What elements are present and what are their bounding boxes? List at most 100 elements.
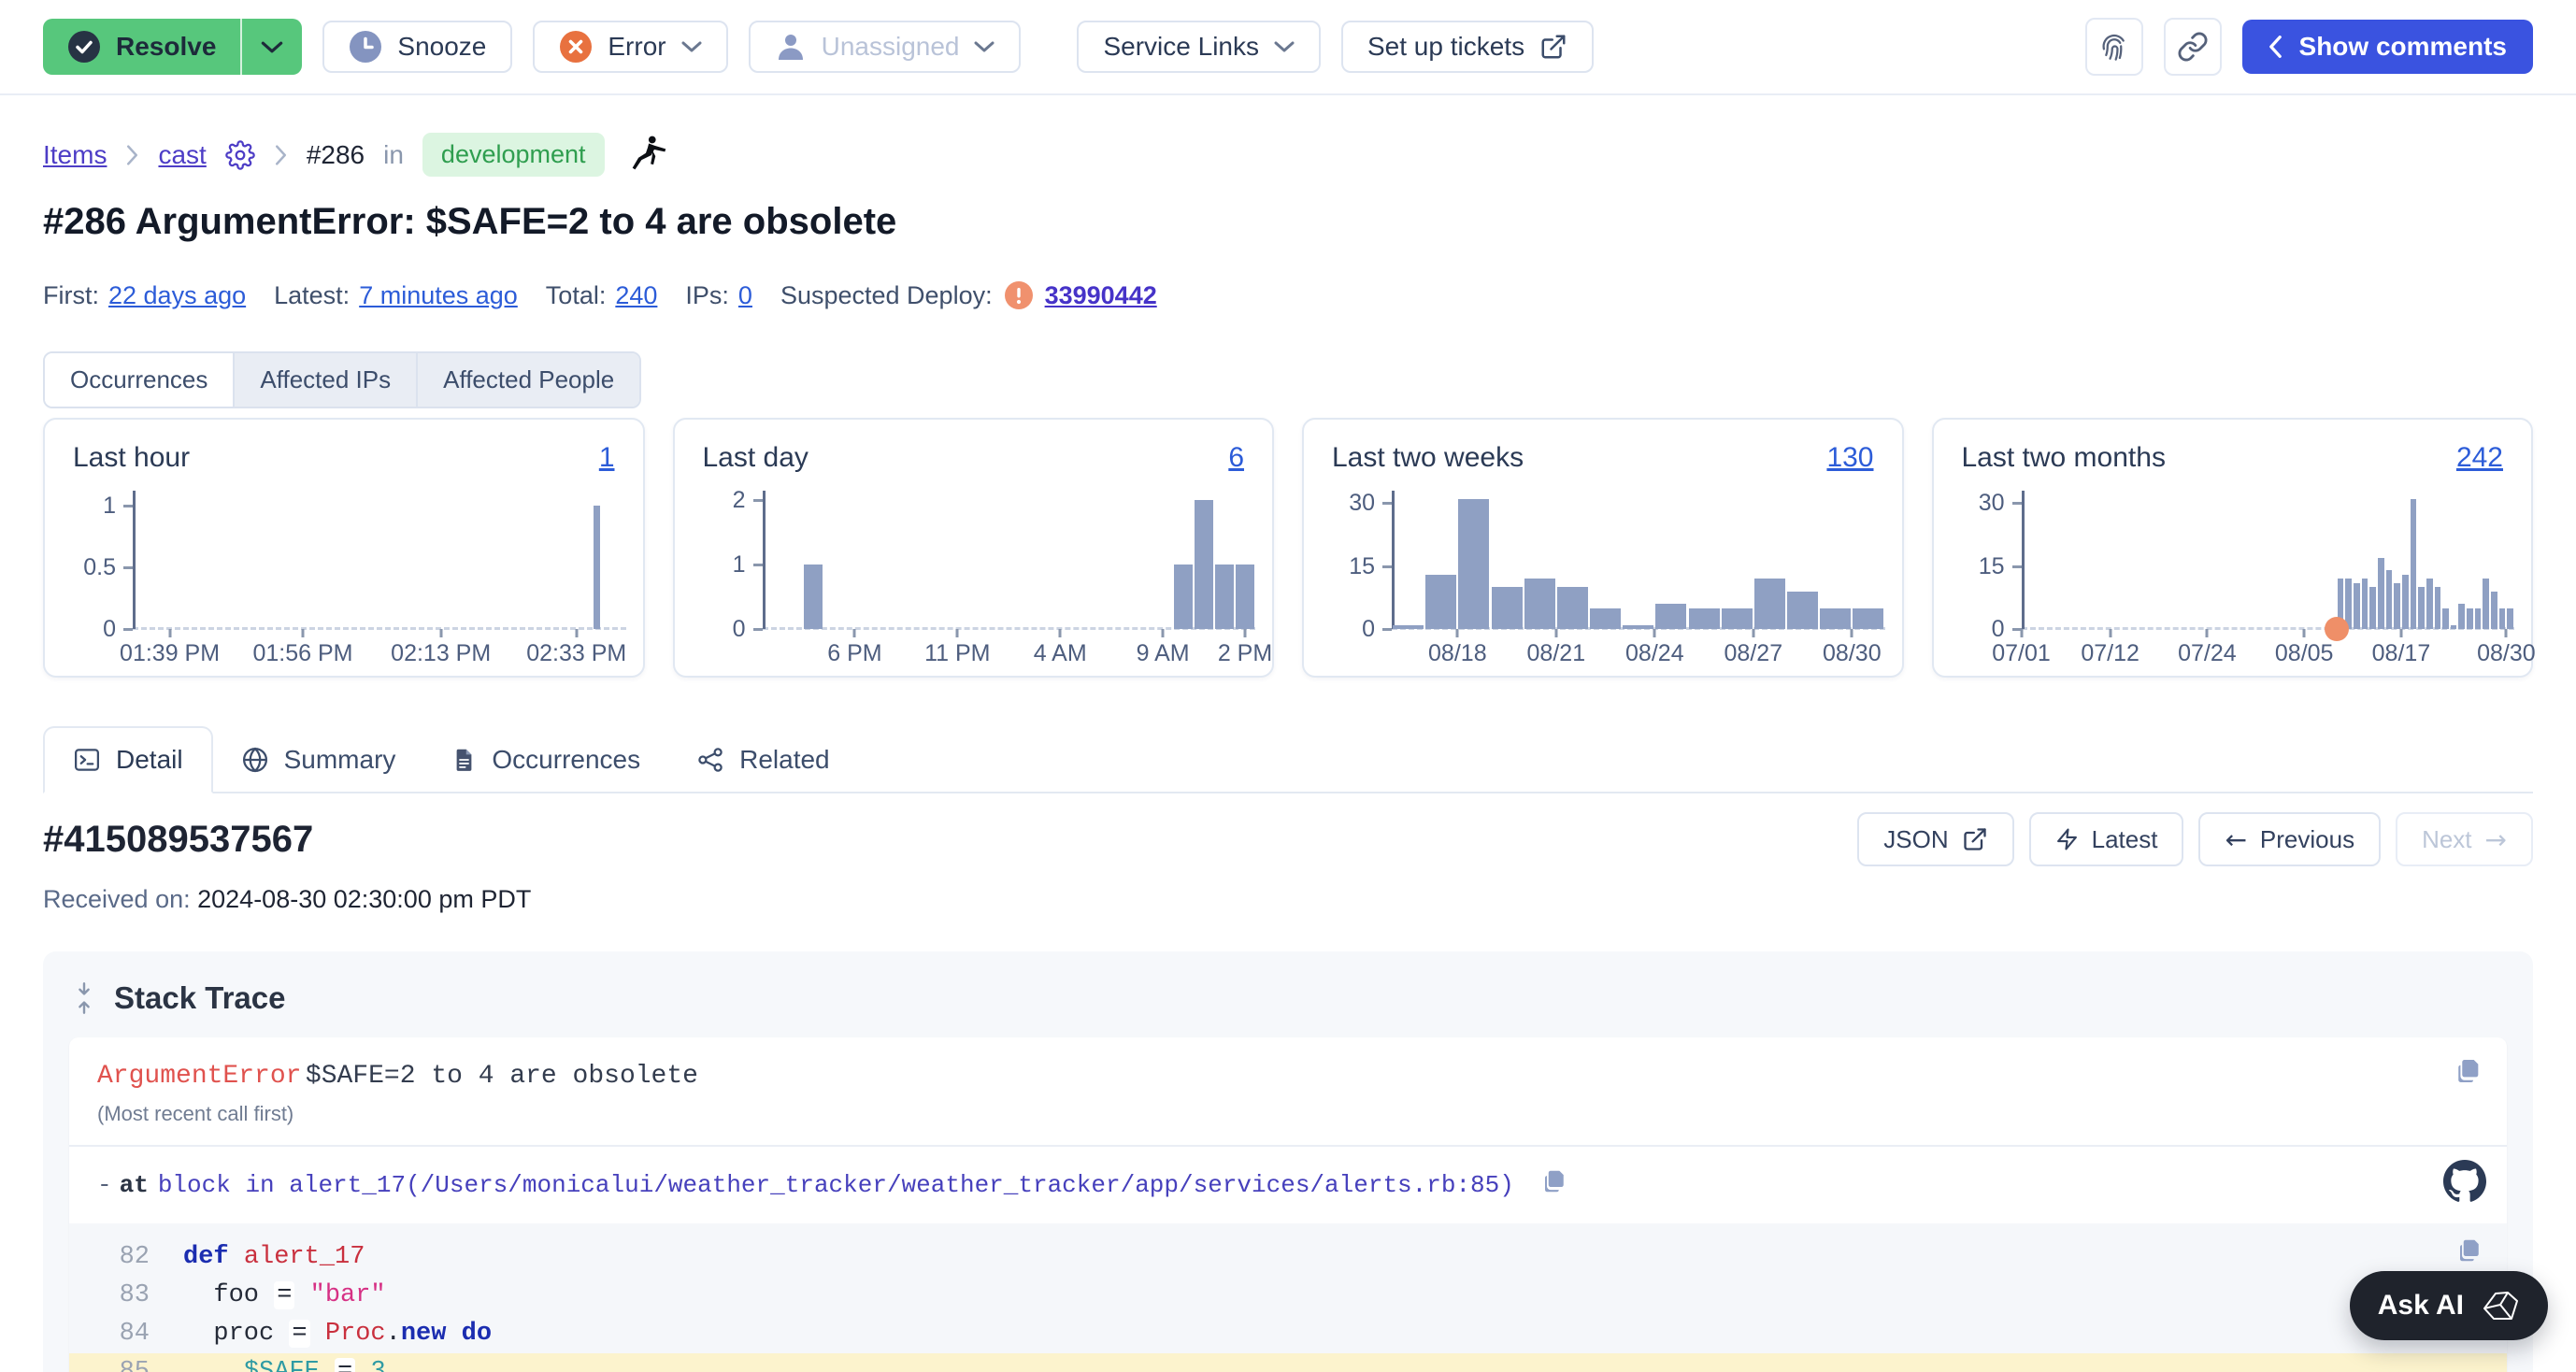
kick-figure-icon	[627, 135, 668, 176]
chart-total-link[interactable]: 242	[2455, 442, 2503, 473]
next-button-label: Next	[2422, 824, 2472, 853]
resolve-dropdown-button[interactable]	[240, 19, 302, 75]
chart-cards-row: Last hour 1 0 0.5 1 01:39 PM 01:56 PM 02:13 P…	[43, 418, 2536, 678]
tab-related[interactable]: Related	[668, 728, 858, 792]
show-comments-label: Show comments	[2298, 32, 2507, 61]
chart-title: Last hour	[73, 442, 191, 473]
stack-trace-panel: Stack Trace ArgumentError $SAFE=2 to 4 a…	[43, 951, 2533, 1372]
received-on-row: Received on: 2024-08-30 02:30:00 pm PDT	[43, 885, 2533, 914]
tab-occurrences-scope[interactable]: Occurrences	[45, 353, 236, 407]
tab-affected-ips[interactable]: Affected IPs	[235, 353, 419, 407]
x-circle-icon	[559, 30, 593, 64]
chart-title: Last two weeks	[1332, 442, 1524, 473]
code-line: 83 foo = "bar"	[119, 1281, 386, 1309]
breadcrumb-items-link[interactable]: Items	[43, 139, 107, 169]
breadcrumb: Items cast #286 in development	[43, 133, 2533, 177]
stack-frame-row: - at block in alert_17(/Users/monicalui/we…	[69, 1145, 2507, 1223]
scope-tab-group: Occurrences Affected IPs Affected People	[43, 351, 642, 408]
tab-detail-label: Detail	[116, 745, 183, 774]
lightning-icon	[2055, 826, 2079, 852]
chart-total-link[interactable]: 130	[1826, 442, 1874, 473]
status-dropdown[interactable]: Error	[533, 21, 728, 73]
ask-ai-button[interactable]: Ask AI	[2349, 1271, 2548, 1340]
code-line: 85 $SAFE = 3	[69, 1353, 2507, 1372]
ips-count-link[interactable]: 0	[737, 280, 752, 309]
suspected-deploy-label: Suspected Deploy:	[780, 280, 993, 309]
external-link-icon	[1962, 826, 1988, 852]
show-comments-button[interactable]: Show comments	[2241, 20, 2533, 74]
action-toolbar: Resolve Snooze Error Unassi	[0, 0, 2576, 95]
error-class: ArgumentError	[97, 1062, 302, 1091]
latest-button[interactable]: Latest	[2028, 812, 2184, 866]
call-order-note: (Most recent call first)	[97, 1102, 294, 1125]
setup-tickets-button[interactable]: Set up tickets	[1341, 21, 1595, 73]
tab-affected-people[interactable]: Affected People	[418, 353, 640, 407]
previous-button[interactable]: ← Previous	[2198, 812, 2382, 866]
json-button[interactable]: JSON	[1857, 812, 2014, 866]
assignee-dropdown[interactable]: Unassigned	[748, 21, 1022, 73]
first-label: First:	[43, 280, 99, 309]
external-link-icon	[1539, 33, 1567, 61]
first-seen-link[interactable]: 22 days ago	[108, 280, 247, 309]
document-icon	[451, 746, 477, 774]
stats-row: First: 22 days ago Latest: 7 minutes ago…	[43, 280, 2533, 310]
tab-detail[interactable]: Detail	[43, 726, 213, 793]
breadcrumb-project-link[interactable]: cast	[158, 139, 207, 169]
total-count-link[interactable]: 240	[615, 280, 658, 309]
gear-icon[interactable]	[225, 139, 255, 170]
detail-tab-bar: Detail Summary Occurrences Related	[43, 726, 2533, 793]
frame-at-label: at	[119, 1170, 149, 1199]
service-links-label: Service Links	[1103, 32, 1259, 61]
service-links-dropdown[interactable]: Service Links	[1077, 21, 1321, 73]
person-icon	[775, 31, 807, 63]
last-hour-bar-chart: 0 0.5 1 01:39 PM 01:56 PM 02:13 PM 02:33 PM	[83, 491, 627, 666]
stack-trace-title: Stack Trace	[114, 980, 286, 1015]
copy-icon[interactable]	[2454, 1056, 2484, 1091]
chevron-down-icon	[681, 40, 702, 53]
github-icon[interactable]	[2443, 1160, 2486, 1210]
prism-icon	[2481, 1289, 2520, 1322]
chevron-right-icon	[274, 144, 288, 165]
chart-total-link[interactable]: 1	[598, 442, 615, 473]
chart-card-last-hour: Last hour 1 0 0.5 1 01:39 PM 01:56 PM 02:13 P…	[43, 418, 645, 678]
check-circle-icon	[67, 30, 101, 64]
arrow-right-icon: →	[2484, 823, 2507, 855]
chart-total-link[interactable]: 6	[1228, 442, 1244, 473]
tab-occurrences[interactable]: Occurrences	[423, 728, 668, 792]
copy-icon[interactable]	[1541, 1167, 1569, 1203]
tab-occurrences-label: Occurrences	[492, 745, 641, 774]
snooze-button[interactable]: Snooze	[322, 21, 513, 73]
snooze-label: Snooze	[397, 32, 487, 61]
chevron-down-icon	[1274, 40, 1295, 53]
json-button-label: JSON	[1883, 824, 1949, 853]
latest-seen-link[interactable]: 7 minutes ago	[359, 280, 518, 309]
permalink-button[interactable]	[2163, 18, 2222, 76]
link-icon	[2177, 31, 2209, 63]
alert-circle-icon	[1004, 280, 1034, 310]
code-line: 84 proc = Proc.new do	[119, 1320, 493, 1348]
collapse-handle-icon[interactable]	[73, 979, 95, 1017]
page-title: #286 ArgumentError: $SAFE=2 to 4 are obs…	[43, 201, 897, 242]
latest-label: Latest:	[274, 280, 351, 309]
next-button[interactable]: Next →	[2396, 812, 2533, 866]
arrow-left-icon: ←	[2225, 823, 2247, 855]
resolve-button-label: Resolve	[116, 32, 217, 61]
occurrence-id: #415089537567	[43, 818, 314, 860]
copy-icon[interactable]	[2456, 1236, 2484, 1269]
fingerprint-button[interactable]	[2084, 18, 2143, 76]
frame-location-link[interactable]: block in alert_17(/Users/monicalui/weath…	[157, 1170, 1514, 1199]
ask-ai-label: Ask AI	[2377, 1290, 2464, 1321]
frame-dash: -	[97, 1170, 112, 1199]
resolve-split-button[interactable]: Resolve	[43, 19, 303, 75]
assignee-label: Unassigned	[821, 32, 960, 61]
received-on-value: 2024-08-30 02:30:00 pm PDT	[197, 885, 532, 913]
fingerprint-icon	[2097, 30, 2131, 64]
tab-summary-label: Summary	[283, 745, 396, 774]
suspected-deploy-link[interactable]: 33990442	[1044, 280, 1157, 309]
status-label: Error	[608, 32, 666, 61]
previous-button-label: Previous	[2259, 824, 2355, 853]
ips-label: IPs:	[685, 280, 729, 309]
occurrence-nav-buttons: JSON Latest ← Previous Next	[1857, 812, 2533, 866]
tab-summary[interactable]: Summary	[213, 728, 424, 792]
